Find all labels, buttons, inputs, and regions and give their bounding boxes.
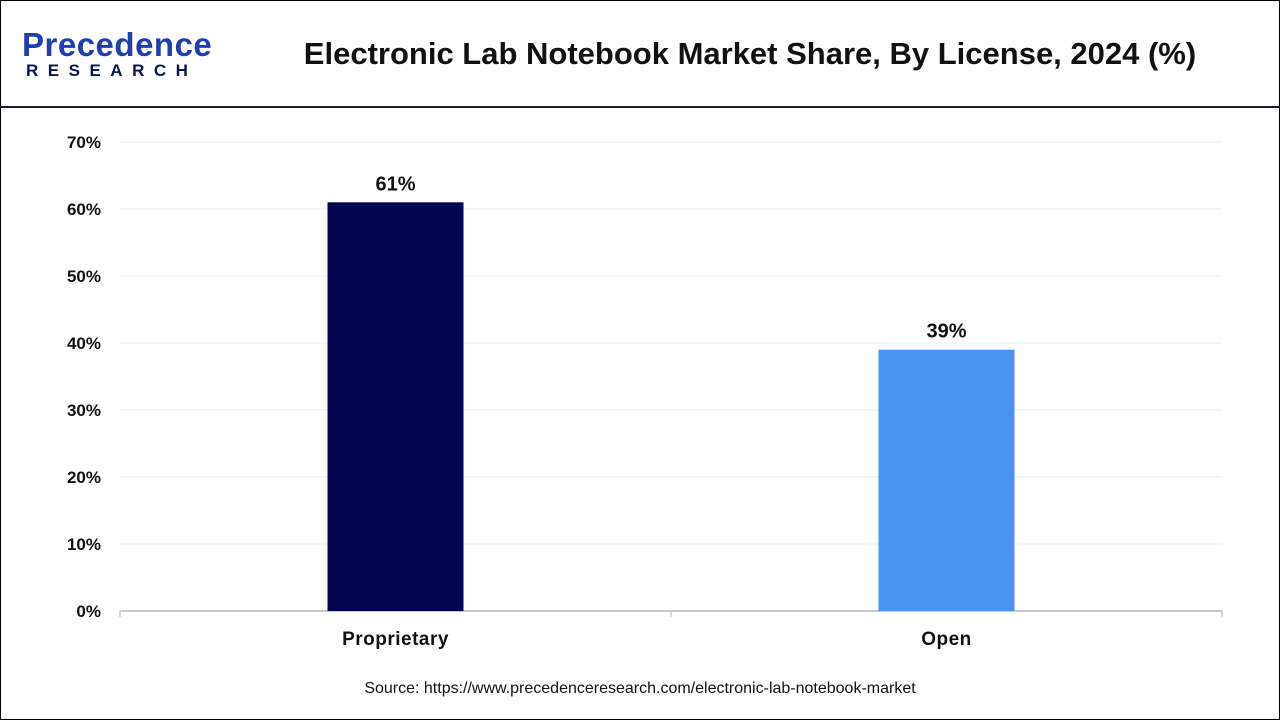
y-tick-label: 70%	[67, 133, 101, 152]
x-category-label: Open	[921, 629, 972, 650]
logo-subtitle: RESEARCH	[26, 61, 198, 80]
data-label: 61%	[375, 173, 415, 195]
y-tick-label: 50%	[67, 267, 101, 286]
y-tick-label: 60%	[67, 200, 101, 219]
logo-wordmark: Precedence	[22, 26, 213, 63]
x-category-label: Proprietary	[342, 629, 449, 650]
bar-proprietary	[327, 202, 464, 612]
source-text: Source: https://www.precedenceresearch.c…	[364, 680, 916, 697]
y-tick-label: 20%	[67, 468, 101, 487]
data-label: 39%	[926, 321, 966, 343]
chart-title: Electronic Lab Notebook Market Share, By…	[303, 36, 1197, 71]
bar-open	[878, 349, 1015, 611]
y-tick-label: 40%	[67, 334, 101, 353]
precedence-research-logo: Precedence RESEARCH	[22, 28, 212, 80]
y-tick-label: 30%	[67, 401, 101, 420]
y-tick-label: 0%	[76, 602, 101, 621]
y-tick-label: 10%	[67, 535, 101, 554]
header: Precedence RESEARCH Electronic Lab Noteb…	[0, 0, 1280, 108]
